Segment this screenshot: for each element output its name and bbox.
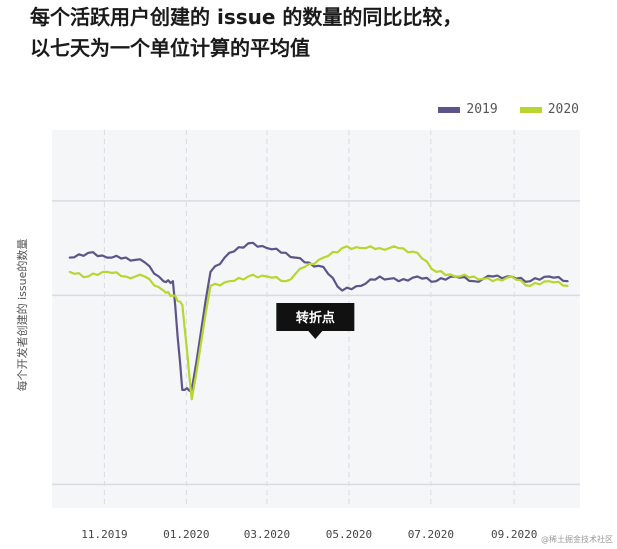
data-point-2019 — [209, 270, 212, 273]
data-point-2019 — [143, 261, 146, 264]
data-point-2019 — [473, 280, 475, 283]
data-point-2020 — [473, 275, 475, 278]
data-point-2019 — [548, 275, 550, 278]
data-point-2019 — [228, 252, 231, 254]
chart-title: 每个活跃用户创建的 issue 的数量的同比比较， 以七天为一个单位计算的平均值 — [30, 2, 610, 64]
chart-legend: 2019 2020 — [438, 102, 579, 117]
data-point-2019 — [322, 266, 325, 268]
data-point-2020 — [172, 294, 174, 297]
data-point-2019 — [435, 280, 438, 283]
data-point-2019 — [379, 275, 381, 278]
data-point-2019 — [341, 289, 343, 292]
x-tick-label: 09.2020 — [491, 528, 537, 541]
data-point-2019 — [567, 280, 569, 283]
data-point-2020 — [397, 247, 400, 249]
data-point-2019 — [106, 256, 108, 259]
data-point-2020 — [416, 252, 419, 254]
data-point-2020 — [435, 270, 438, 273]
data-point-2020 — [106, 270, 108, 273]
data-point-2019 — [529, 280, 532, 283]
data-point-2020 — [454, 275, 456, 278]
data-point-2019 — [416, 275, 419, 278]
data-point-2020 — [143, 275, 146, 278]
annotation-label: 转折点 — [296, 310, 335, 326]
data-point-2019 — [87, 252, 90, 254]
legend-item-2019: 2019 — [438, 102, 498, 117]
data-point-2020 — [341, 247, 343, 249]
legend-swatch-2020 — [519, 106, 542, 113]
data-point-2020 — [228, 280, 231, 283]
data-point-2020 — [529, 285, 532, 287]
data-point-2020 — [87, 275, 90, 278]
data-point-2020 — [190, 398, 193, 401]
annotation-pointer — [308, 331, 323, 339]
data-point-2020 — [284, 280, 287, 283]
data-point-2020 — [510, 275, 513, 278]
data-point-2020 — [322, 256, 325, 259]
x-tick-label: 03.2020 — [244, 528, 290, 541]
legend-label-2019: 2019 — [466, 102, 498, 117]
data-point-2020 — [181, 304, 184, 306]
data-point-2019 — [172, 280, 174, 283]
data-point-2020 — [247, 275, 249, 278]
data-point-2020 — [125, 275, 127, 278]
chart-title-line-1: 每个活跃用户创建的 issue 的数量的同比比较， — [30, 5, 463, 29]
data-point-2019 — [491, 275, 494, 278]
data-point-2020 — [491, 280, 494, 283]
data-point-2019 — [284, 252, 287, 254]
chart-title-line-2: 以七天为一个单位计算的平均值 — [30, 36, 310, 60]
x-tick-label: 05.2020 — [326, 528, 372, 541]
data-point-2019 — [68, 256, 71, 259]
data-point-2019 — [162, 280, 165, 283]
data-point-2020 — [209, 285, 212, 287]
data-point-2019 — [266, 247, 268, 249]
data-point-2020 — [567, 285, 569, 287]
data-point-2019 — [125, 256, 127, 259]
data-point-2020 — [548, 280, 550, 283]
data-point-2020 — [379, 247, 381, 249]
data-point-2020 — [360, 247, 362, 249]
data-point-2020 — [303, 266, 306, 268]
data-point-2020 — [162, 289, 165, 292]
x-tick-label: 07.2020 — [408, 528, 454, 541]
data-point-2019 — [397, 280, 400, 283]
data-point-2019 — [181, 389, 184, 391]
data-point-2019 — [303, 261, 306, 264]
data-point-2019 — [360, 285, 362, 287]
annotation-box — [276, 303, 355, 331]
legend-label-2020: 2020 — [547, 102, 579, 117]
data-point-2019 — [247, 242, 249, 245]
x-tick-label: 01.2020 — [163, 528, 209, 541]
legend-swatch-2019 — [438, 106, 461, 113]
watermark: @稀土掘金技术社区 — [541, 535, 613, 544]
legend-item-2020: 2020 — [519, 102, 579, 117]
data-point-2020 — [68, 270, 71, 273]
data-point-2020 — [266, 275, 268, 278]
x-tick-label: 11.2019 — [81, 528, 127, 541]
